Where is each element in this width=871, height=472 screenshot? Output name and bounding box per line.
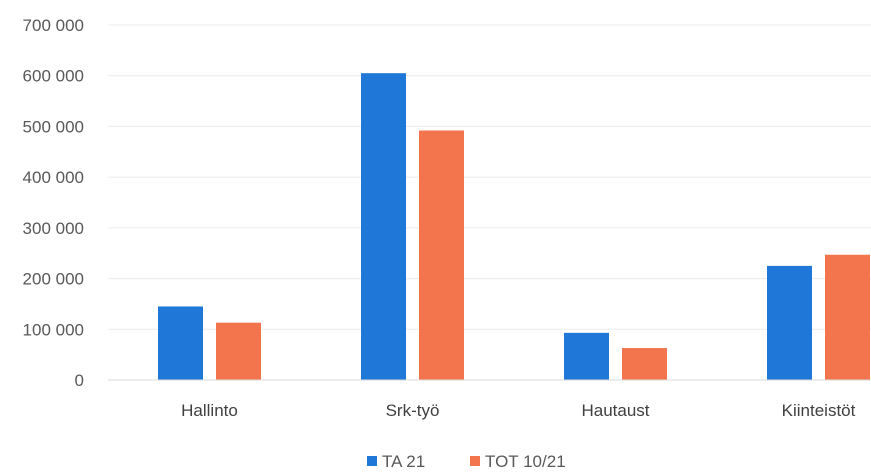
- y-tick-label: 0: [75, 371, 84, 390]
- y-tick-label: 100 000: [23, 320, 84, 339]
- y-tick-label: 400 000: [23, 168, 84, 187]
- y-tick-label: 500 000: [23, 117, 84, 136]
- y-axis-tick-labels: 0 100 000 200 000 300 000 400 000 500 000 600 …: [23, 16, 84, 390]
- bar-srk-työ-series-2: [419, 130, 464, 380]
- category-label: Kiinteistöt: [782, 401, 856, 420]
- bars: [158, 73, 870, 380]
- legend-swatch: [470, 456, 480, 466]
- legend-label: TA 21: [382, 452, 425, 471]
- legend-label: TOT 10/21: [485, 452, 566, 471]
- bar-hautaust-series-2: [622, 348, 667, 380]
- legend-swatch: [367, 456, 377, 466]
- bar-srk-työ-series-1: [361, 73, 406, 380]
- bar-hallinto-series-1: [158, 306, 203, 380]
- legend: TA 21 TOT 10/21: [367, 452, 566, 471]
- bar-kiinteistöt-series-1: [767, 266, 812, 380]
- y-tick-label: 300 000: [23, 219, 84, 238]
- y-tick-label: 700 000: [23, 16, 84, 35]
- y-tick-label: 600 000: [23, 67, 84, 86]
- category-label: Hautaust: [581, 401, 649, 420]
- category-label: Hallinto: [181, 401, 238, 420]
- category-label: Srk-työ: [386, 401, 440, 420]
- x-axis-category-labels: Hallinto Srk-työ Hautaust Kiinteistöt: [181, 401, 855, 420]
- gridlines: [108, 25, 871, 329]
- y-tick-label: 200 000: [23, 270, 84, 289]
- bar-hautaust-series-1: [564, 333, 609, 380]
- bar-hallinto-series-2: [216, 323, 261, 380]
- bar-kiinteistöt-series-2: [825, 255, 870, 380]
